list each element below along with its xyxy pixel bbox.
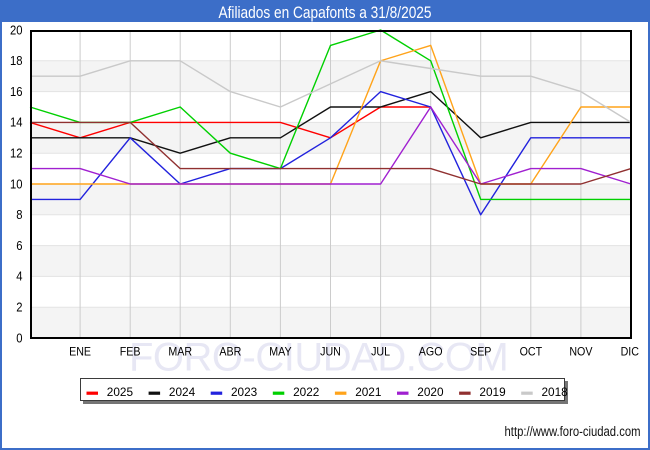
svg-text:2018: 2018 [542,385,569,399]
svg-text:JUL: JUL [371,346,390,359]
svg-text:DIC: DIC [621,346,639,359]
svg-text:FORO-CIUDAD.COM: FORO-CIUDAD.COM [129,336,508,380]
svg-text:2021: 2021 [355,385,381,399]
svg-text:2025: 2025 [107,385,134,399]
svg-text:2022: 2022 [293,385,319,399]
svg-text:12: 12 [10,146,23,161]
svg-text:MAY: MAY [269,346,292,359]
svg-text:JUN: JUN [320,346,341,359]
svg-text:2019: 2019 [479,385,505,399]
svg-text:FEB: FEB [120,346,141,359]
svg-text:16: 16 [10,84,23,99]
svg-text:ABR: ABR [219,346,241,359]
svg-text:2: 2 [16,300,22,315]
svg-text:SEP: SEP [470,346,491,359]
svg-text:0: 0 [16,331,23,346]
svg-text:6: 6 [16,238,23,253]
svg-text:ENE: ENE [69,346,91,359]
svg-text:AGO: AGO [419,346,443,359]
svg-text:2023: 2023 [231,385,258,399]
svg-text:2024: 2024 [169,385,196,399]
svg-text:OCT: OCT [520,346,543,359]
svg-text:14: 14 [10,115,23,130]
svg-text:MAR: MAR [168,346,192,359]
svg-text:NOV: NOV [569,346,593,359]
svg-text:20: 20 [10,23,23,38]
svg-text:18: 18 [10,54,23,69]
svg-text:8: 8 [16,208,23,223]
svg-text:4: 4 [16,269,23,284]
svg-text:10: 10 [10,177,23,192]
svg-text:2020: 2020 [417,385,444,399]
